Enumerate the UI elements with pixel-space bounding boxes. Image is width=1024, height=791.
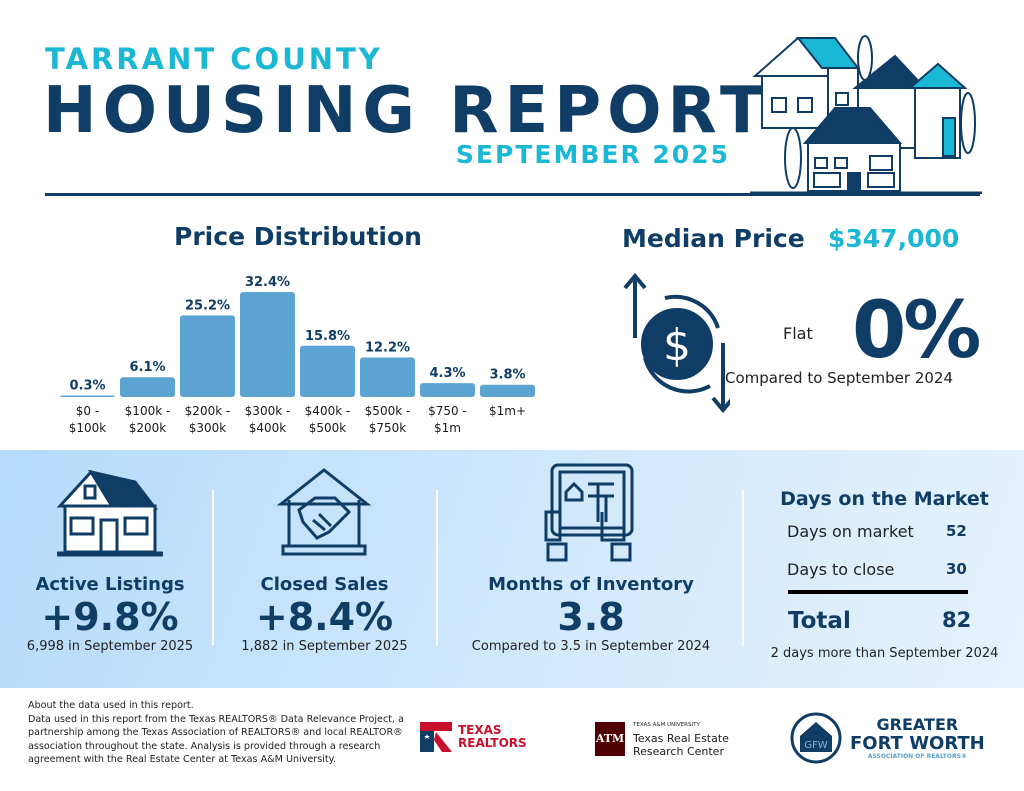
stat-title: Closed Sales xyxy=(260,574,389,595)
bar-value-label: 15.8% xyxy=(305,329,350,344)
bar xyxy=(120,377,175,397)
x-tick-label: $1m+ xyxy=(489,404,526,418)
logo-text: Texas Real Estate xyxy=(633,732,729,745)
bar xyxy=(300,345,355,397)
stats-band xyxy=(0,450,1024,688)
data-disclaimer: About the data used in this report. Data… xyxy=(28,699,418,767)
bar xyxy=(60,395,115,397)
tamu-mark-icon: ATM xyxy=(595,721,625,756)
bar-value-label: 3.8% xyxy=(489,368,525,383)
stat-value: 3.8 xyxy=(557,595,625,639)
price-distribution-title: Price Distribution xyxy=(174,222,422,251)
logo-text: Research Center xyxy=(633,745,724,758)
bar xyxy=(420,383,475,397)
median-compare-text: Compared to September 2024 xyxy=(725,369,954,387)
median-change-value: 0% xyxy=(852,286,981,376)
dom-row-label: Days to close xyxy=(787,560,895,579)
disclaimer-heading: About the data used in this report. xyxy=(28,700,194,711)
dom-row-value: 52 xyxy=(946,522,967,540)
dom-row-value: 30 xyxy=(946,560,967,578)
median-price-label: Median Price xyxy=(622,224,805,253)
stat-sub: Compared to 3.5 in September 2024 xyxy=(471,639,711,654)
x-tick-label: $750 - xyxy=(428,404,467,418)
stat-value: +8.4% xyxy=(255,595,394,639)
price-distribution-chart: 0.3% $0 - $100k 6.1% $100k - $200k 25.2% $200k … xyxy=(60,275,535,435)
bar-value-label: 6.1% xyxy=(129,360,165,375)
bar xyxy=(240,292,295,397)
header-divider xyxy=(45,193,980,196)
stat-title: Months of Inventory xyxy=(488,574,694,595)
bar-value-label: 25.2% xyxy=(185,298,230,313)
bar xyxy=(480,384,535,397)
dom-row: Days on market 52 xyxy=(752,522,1017,560)
house-icon xyxy=(56,469,163,557)
x-tick-label: $400k xyxy=(249,421,287,435)
gfw-emblem-icon: GFW xyxy=(790,712,842,764)
dom-title: Days on the Market xyxy=(780,488,989,510)
median-price-value: $347,000 xyxy=(828,224,960,253)
x-tick-label: $300k - xyxy=(245,404,291,418)
bar-value-label: 0.3% xyxy=(69,379,105,394)
svg-text:GFW: GFW xyxy=(804,740,828,751)
median-trend-label: Flat xyxy=(783,324,813,343)
gfw-logo[interactable]: GFW GREATER FORT WORTH ASSOCIATION OF RE… xyxy=(790,712,985,764)
dom-total-value: 82 xyxy=(942,608,972,632)
x-tick-label: $1m xyxy=(434,421,461,435)
column-divider xyxy=(212,490,214,645)
logo-text: REALTORS xyxy=(458,736,527,750)
bar xyxy=(360,357,415,397)
x-tick-label: $100k - xyxy=(125,404,171,418)
dom-total-divider xyxy=(788,590,968,594)
texas-realtors-mark-icon xyxy=(420,722,452,752)
svg-text:$: $ xyxy=(663,320,691,371)
stat-closed-sales: Closed Sales +8.4% 1,882 in September 20… xyxy=(222,450,427,654)
x-tick-label: $500k xyxy=(309,421,347,435)
stat-sub: 1,882 in September 2025 xyxy=(241,639,408,654)
dom-total-row: Total 82 xyxy=(752,608,1017,646)
x-tick-label: $200k xyxy=(129,421,167,435)
stat-sub: 6,998 in September 2025 xyxy=(26,639,194,654)
dom-row: Days to close 30 xyxy=(752,560,1017,590)
report-title: HOUSING REPORT xyxy=(43,74,770,148)
x-tick-label: $200k - xyxy=(185,404,231,418)
dom-row-label: Days on market xyxy=(787,522,914,541)
logo-text: ASSOCIATION OF REALTORS® xyxy=(867,753,967,760)
x-tick-label: $500k - xyxy=(365,404,411,418)
dom-sub: 2 days more than September 2024 xyxy=(770,646,999,661)
dollar-cycle-icon: $ xyxy=(623,272,730,413)
handshake-house-icon xyxy=(276,468,372,556)
tablet-hands-icon xyxy=(544,463,633,562)
logo-text: TEXAS xyxy=(458,723,502,737)
dom-total-label: Total xyxy=(788,608,851,634)
tamu-logo[interactable]: ATM TEXAS A&M UNIVERSITY Texas Real Esta… xyxy=(595,719,729,758)
stat-months-inventory: Months of Inventory 3.8 Compared to 3.5 … xyxy=(446,450,736,654)
bar-value-label: 4.3% xyxy=(429,366,465,381)
stat-title: Active Listings xyxy=(35,574,185,595)
stat-value: +9.8% xyxy=(41,595,179,639)
column-divider xyxy=(436,490,438,645)
x-tick-label: $400k - xyxy=(305,404,351,418)
logo-text: TEXAS A&M UNIVERSITY xyxy=(633,722,700,728)
county-title: TARRANT COUNTY xyxy=(45,42,383,76)
column-divider xyxy=(742,490,744,645)
bar-value-label: 32.4% xyxy=(245,275,290,290)
x-tick-label: $750k xyxy=(369,421,407,435)
days-on-market-panel: Days on the Market Days on market 52 Day… xyxy=(752,488,1017,661)
logo-text: GREATER xyxy=(876,715,959,734)
bar-value-label: 12.2% xyxy=(365,340,410,355)
x-tick-label: $0 - xyxy=(76,404,99,418)
x-tick-label: $300k xyxy=(189,421,227,435)
bar xyxy=(180,315,235,397)
stat-active-listings: Active Listings +9.8% 6,998 in September… xyxy=(10,450,210,654)
report-period: SEPTEMBER 2025 xyxy=(455,140,730,169)
x-tick-label: $100k xyxy=(69,421,107,435)
texas-realtors-logo[interactable]: TEXAS REALTORS xyxy=(420,722,527,752)
houses-illustration-icon xyxy=(750,35,982,194)
disclaimer-body: Data used in this report from the Texas … xyxy=(28,713,404,766)
logo-text: FORT WORTH xyxy=(850,733,985,754)
